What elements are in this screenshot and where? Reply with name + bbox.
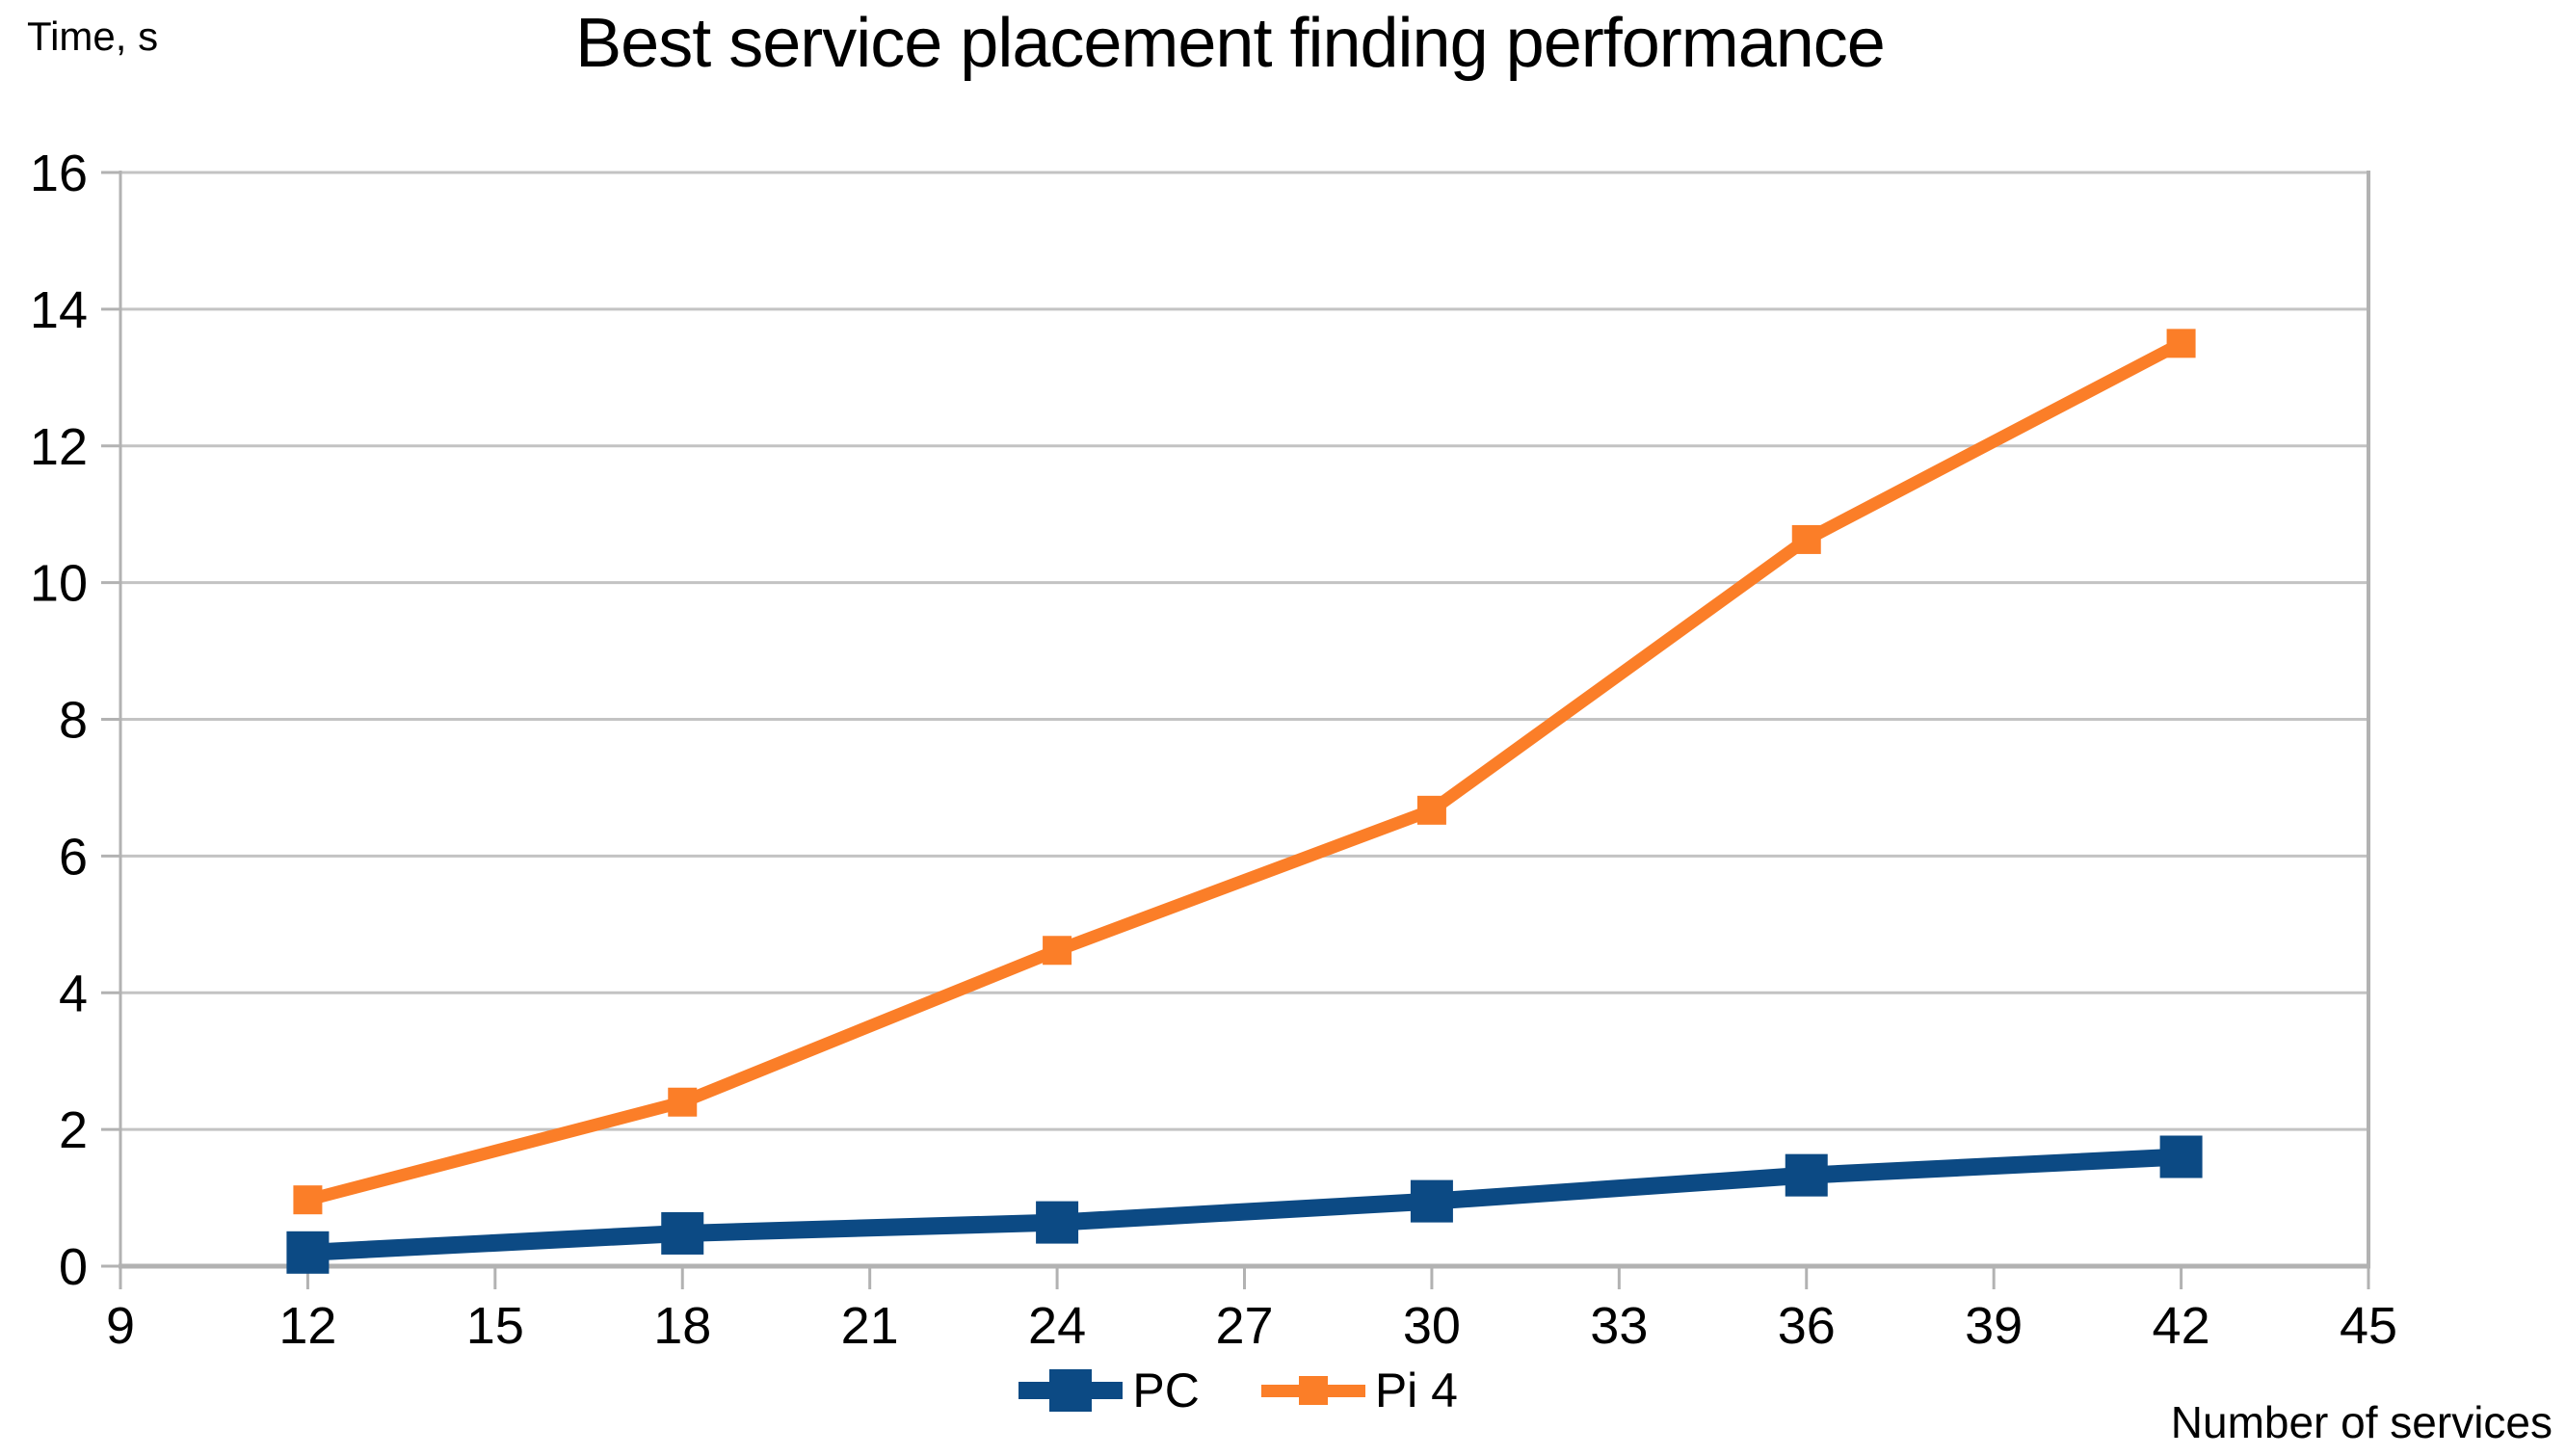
legend-label-pi4: Pi 4 [1374,1363,1458,1417]
x-tick-label-9: 9 [106,1297,135,1355]
data-point-pi4-30 [1416,795,1446,825]
series-line-pi4 [305,337,2184,1206]
x-tick-label-27: 27 [1215,1297,1273,1355]
data-point-pc-42 [2159,1135,2203,1178]
x-tick-label-45: 45 [2340,1297,2397,1355]
y-tick-label-16: 16 [30,145,88,202]
y-tick-label-0: 0 [59,1238,88,1296]
data-point-pc-36 [1785,1153,1828,1197]
x-tick-label-24: 24 [1028,1297,1086,1355]
y-tick-label-10: 10 [30,555,88,613]
data-point-pi4-24 [1043,936,1072,966]
legend-item-pi4: Pi 4 [1260,1363,1458,1417]
x-tick-label-33: 33 [1590,1297,1648,1355]
pi4-series-swatch-icon [1260,1367,1365,1414]
data-point-pc-24 [1036,1201,1079,1244]
x-tick-label-15: 15 [466,1297,524,1355]
x-tick-label-18: 18 [653,1297,711,1355]
x-tick-label-21: 21 [841,1297,899,1355]
y-tick-label-14: 14 [30,281,88,339]
x-tick-label-36: 36 [1778,1297,1836,1355]
series-line-pc [306,1148,2182,1261]
y-tick-label-6: 6 [59,828,88,886]
data-point-pi4-12 [293,1185,323,1215]
legend-label-pc: PC [1132,1363,1200,1417]
y-tick-label-12: 12 [30,418,88,476]
chart-title: Best service placement finding performan… [575,5,1886,82]
x-axis-title: Number of services [2170,1397,2553,1447]
x-tick-label-39: 39 [1965,1297,2023,1355]
data-point-pi4-18 [668,1087,698,1117]
legend: PC Pi 4 [0,1366,1458,1415]
legend-item-pc: PC [1018,1363,1200,1417]
data-point-pi4-42 [2166,329,2196,358]
data-point-pc-18 [661,1211,704,1255]
pc-series-swatch-icon [1018,1367,1124,1414]
data-point-pc-12 [286,1231,330,1274]
x-tick-label-42: 42 [2153,1297,2210,1355]
y-tick-label-8: 8 [59,692,88,750]
y-tick-label-2: 2 [59,1101,88,1159]
x-tick-label-12: 12 [278,1297,336,1355]
y-tick-label-4: 4 [59,965,88,1022]
x-tick-label-30: 30 [1403,1297,1461,1355]
data-point-pi4-36 [1791,524,1821,554]
y-axis-title: Time, s [27,13,159,59]
data-point-pc-30 [1410,1179,1453,1223]
